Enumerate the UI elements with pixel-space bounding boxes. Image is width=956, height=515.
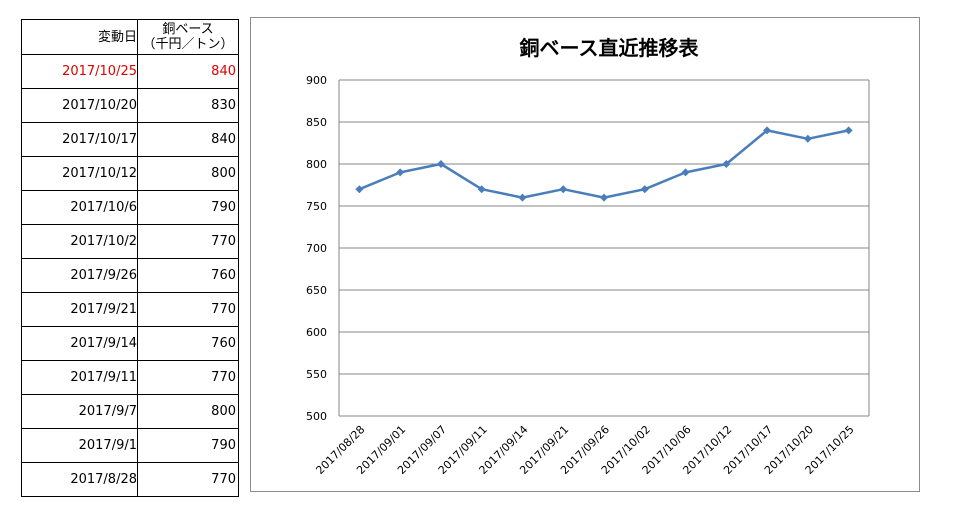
y-tick-label: 700 bbox=[306, 242, 327, 255]
cell-date: 2017/10/25 bbox=[21, 54, 138, 89]
cell-date: 2017/10/6 bbox=[21, 190, 138, 225]
table-row: 2017/10/12 800 bbox=[21, 156, 239, 191]
y-tick-label: 900 bbox=[306, 74, 327, 87]
cell-date: 2017/10/12 bbox=[21, 156, 138, 191]
line-chart: 銅ベース直近推移表5005506006507007508008509002017… bbox=[306, 36, 870, 477]
cell-date: 2017/10/17 bbox=[21, 122, 138, 157]
cell-price: 800 bbox=[137, 394, 239, 429]
header-price-line1: 銅ベース bbox=[162, 22, 214, 37]
cell-price: 770 bbox=[137, 462, 239, 497]
y-tick-label: 650 bbox=[306, 284, 327, 297]
table-row: 2017/9/7 800 bbox=[21, 394, 239, 429]
cell-price: 830 bbox=[137, 88, 239, 123]
cell-date: 2017/9/7 bbox=[21, 394, 138, 429]
data-point bbox=[396, 168, 405, 177]
cell-price: 770 bbox=[137, 292, 239, 327]
y-tick-label: 750 bbox=[306, 200, 327, 213]
table-row: 2017/10/17 840 bbox=[21, 122, 239, 157]
data-point bbox=[436, 160, 445, 168]
data-point bbox=[803, 134, 812, 143]
table-row: 2017/9/1 790 bbox=[21, 428, 239, 463]
table-row: 2017/10/25 840 bbox=[21, 54, 239, 89]
data-point bbox=[355, 185, 364, 194]
y-tick-label: 600 bbox=[306, 326, 327, 339]
table-row: 2017/9/26 760 bbox=[21, 258, 239, 293]
cell-date: 2017/9/1 bbox=[21, 428, 138, 463]
cell-price: 800 bbox=[137, 156, 239, 191]
cell-price: 770 bbox=[137, 360, 239, 395]
table-body: 2017/10/25 840 2017/10/20 830 2017/10/17 840 2… bbox=[21, 54, 239, 497]
cell-price: 790 bbox=[137, 190, 239, 225]
data-point bbox=[477, 185, 486, 194]
data-point bbox=[559, 185, 568, 194]
table-row: 2017/8/28 770 bbox=[21, 462, 239, 497]
data-point bbox=[844, 126, 853, 135]
table-row: 2017/9/14 760 bbox=[21, 326, 239, 361]
cell-date: 2017/9/11 bbox=[21, 360, 138, 395]
cell-price: 760 bbox=[137, 326, 239, 361]
cell-date: 2017/8/28 bbox=[21, 462, 138, 497]
cell-date: 2017/10/2 bbox=[21, 224, 138, 259]
table-row: 2017/9/11 770 bbox=[21, 360, 239, 395]
header-date: 変動日 bbox=[21, 19, 138, 55]
cell-price: 790 bbox=[137, 428, 239, 463]
table-row: 2017/10/6 790 bbox=[21, 190, 239, 225]
table-row: 2017/10/2 770 bbox=[21, 224, 239, 259]
data-point bbox=[600, 193, 608, 202]
table-row: 2017/10/20 830 bbox=[21, 88, 239, 123]
cell-price: 760 bbox=[137, 258, 239, 293]
chart-title: 銅ベース直近推移表 bbox=[520, 36, 700, 60]
y-tick-label: 500 bbox=[306, 410, 327, 423]
cell-date: 2017/9/14 bbox=[21, 326, 138, 361]
cell-date: 2017/9/21 bbox=[21, 292, 138, 327]
cell-date: 2017/9/26 bbox=[21, 258, 138, 293]
header-price: 銅ベース （千円／トン） bbox=[137, 19, 239, 55]
price-table: 変動日 銅ベース （千円／トン） 2017/10/25 840 2017/10/20… bbox=[21, 19, 239, 497]
y-tick-label: 550 bbox=[306, 368, 327, 381]
cell-price: 840 bbox=[137, 122, 239, 157]
data-point bbox=[681, 168, 690, 177]
chart-area: 銅ベース直近推移表 500 550 600 650 700 750 800 850 900 2017… bbox=[250, 17, 920, 492]
cell-price: 770 bbox=[137, 224, 239, 259]
table-row: 2017/9/21 770 bbox=[21, 292, 239, 327]
data-point bbox=[518, 193, 527, 202]
y-tick-label: 800 bbox=[306, 158, 327, 171]
y-tick-label: 850 bbox=[306, 116, 327, 129]
cell-date: 2017/10/20 bbox=[21, 88, 138, 123]
cell-price: 840 bbox=[137, 54, 239, 89]
table-header-row: 変動日 銅ベース （千円／トン） bbox=[21, 19, 239, 55]
data-point bbox=[640, 185, 649, 194]
data-point bbox=[722, 160, 731, 168]
header-price-line2: （千円／トン） bbox=[142, 37, 234, 52]
